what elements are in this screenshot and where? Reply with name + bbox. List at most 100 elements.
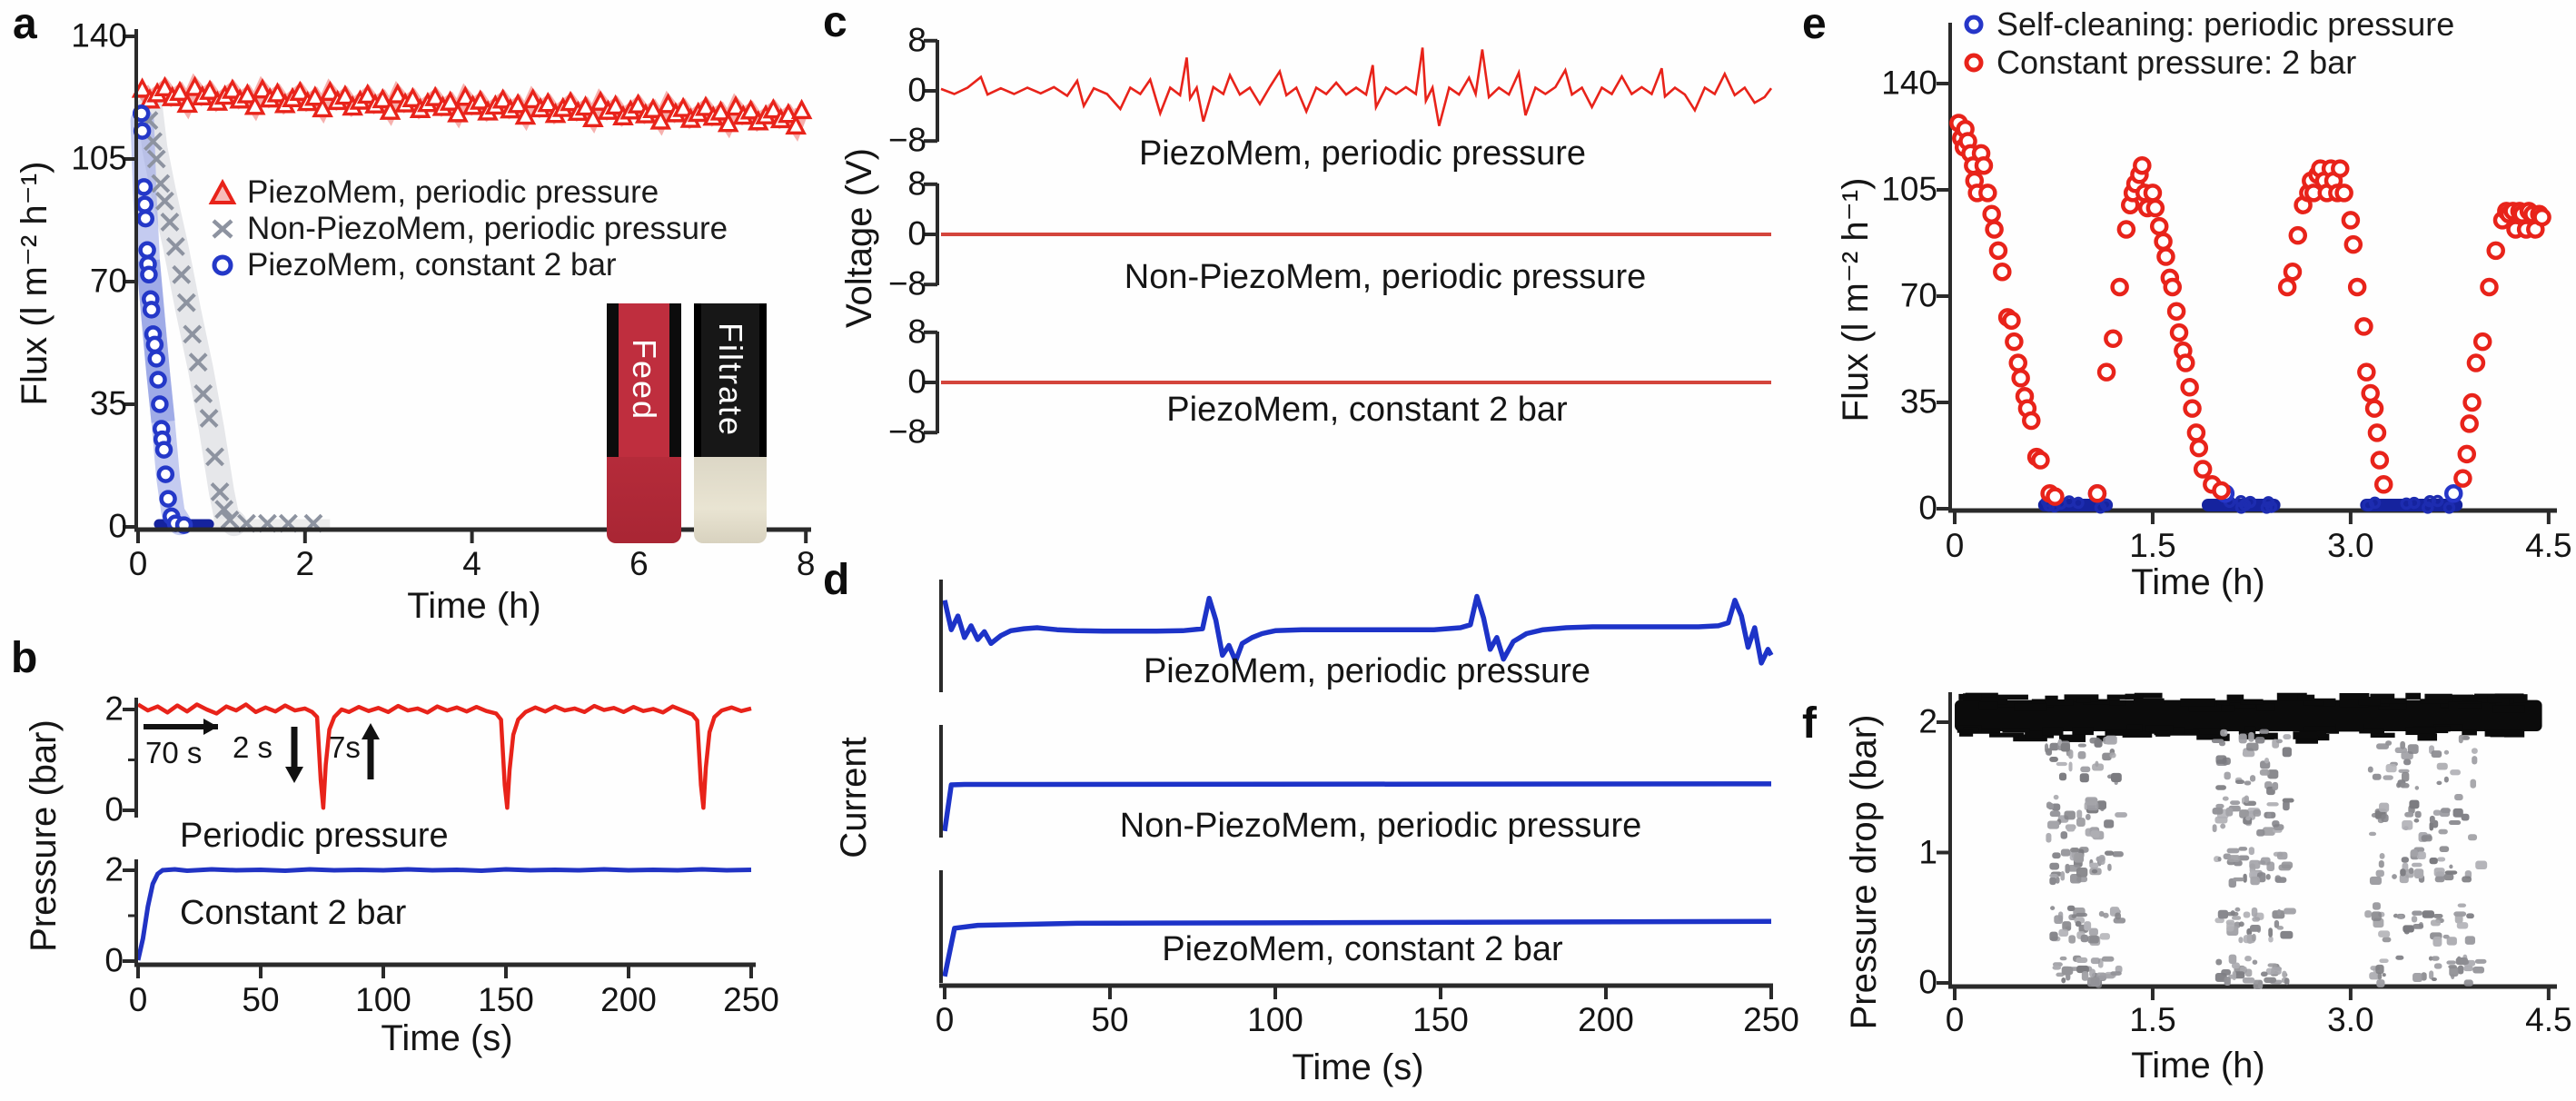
annotation-arrows: [144, 719, 380, 783]
constant-pressure-trace: [135, 867, 752, 961]
circle-marker-icon: [1964, 15, 1984, 35]
annotation-rise-7s: 7s: [329, 730, 361, 764]
filtrate-label: Filtrate: [712, 322, 749, 438]
tick-label: 4: [462, 545, 481, 582]
panel-c-sub-label-1: PiezoMem, periodic pressure: [1138, 134, 1587, 173]
feed-liquid: [607, 456, 681, 543]
tick-label: 150: [1412, 1001, 1469, 1038]
tick-label: 0: [907, 362, 926, 401]
feed-vial: Feed: [607, 303, 681, 543]
tick-label: −8: [887, 412, 926, 451]
tick-label: 70: [89, 262, 127, 300]
tick-label: −8: [887, 121, 926, 159]
current-trace-3: [942, 918, 1772, 977]
panel-a-y-axis-title: Flux (l m⁻² h⁻¹): [15, 161, 54, 406]
panel-letter-a: a: [13, 0, 37, 48]
tick-label: 200: [600, 981, 657, 1018]
panel-f-x-axis-title: Time (h): [2131, 1046, 2265, 1086]
tick-label: 250: [723, 981, 779, 1018]
tick-label: 8: [796, 545, 816, 582]
series-piezomem-constant: [132, 104, 193, 534]
panel-c-sub-label-2: Non-PiezoMem, periodic pressure: [1124, 258, 1647, 296]
tick-label: 0: [128, 545, 148, 582]
panel-c-y-axis-title: Voltage (V): [839, 148, 879, 328]
inset-photo-feed-filtrate: Feed Filtrate: [607, 303, 768, 543]
tick-label: 0: [1918, 963, 1937, 1001]
annotation-period-70s: 70 s: [145, 736, 203, 769]
panel-d-plot: [942, 593, 1774, 977]
panel-d-sub-label-3: PiezoMem, constant 2 bar: [1162, 930, 1563, 968]
panel-letter-d: d: [823, 556, 850, 604]
annotation-fall-2s: 2 s: [233, 730, 273, 764]
speckle-clusters: [2045, 729, 2488, 989]
tick-label: 0: [1918, 489, 1937, 527]
panel-c-plot: [940, 47, 1773, 384]
periodic-pressure-trace: [136, 702, 752, 810]
panel-letter-e: e: [1802, 0, 1827, 48]
panel-b-axes: [123, 698, 756, 978]
panel-c-sub-label-3: PiezoMem, constant 2 bar: [1166, 391, 1568, 429]
tick-label: 0: [108, 507, 127, 545]
tick-label: 250: [1743, 1001, 1799, 1038]
panel-e-legend-item-constant: Constant pressure: 2 bar: [1960, 44, 2356, 82]
tick-label: 4.5: [2525, 1001, 2572, 1038]
tick-label: 2: [1918, 702, 1937, 740]
legend-label: Constant pressure: 2 bar: [1996, 44, 2357, 81]
panel-e-x-axis-title: Time (h): [2131, 562, 2265, 602]
panel-b-y-axis-title: Pressure (bar): [24, 719, 64, 952]
tick-label: 1.5: [2129, 527, 2176, 564]
series-piezomem-periodic: [131, 75, 813, 135]
tick-label: 200: [1578, 1001, 1634, 1038]
panel-letter-f: f: [1802, 699, 1817, 748]
tick-label: 70: [1899, 276, 1937, 314]
filtrate-liquid: [694, 456, 767, 543]
tick-label: −8: [887, 264, 926, 303]
feed-label: Feed: [626, 339, 663, 422]
tick-label: 105: [71, 139, 127, 177]
triangle-marker-icon: [208, 178, 237, 204]
gray-trail: [136, 94, 247, 537]
tick-label: 0: [1945, 527, 1965, 564]
panel-letter-b: b: [11, 634, 38, 682]
panel-f-y-axis-title: Pressure drop (bar): [1844, 714, 1884, 1030]
series-nonpiezomem-periodic: [139, 111, 323, 533]
tick-label: 100: [1247, 1001, 1303, 1038]
tick-label: 50: [1091, 1001, 1129, 1038]
tick-label: 0: [128, 981, 148, 1018]
tick-label: 35: [89, 384, 127, 422]
tick-label: 105: [1881, 170, 1937, 208]
voltage-trace-1: [940, 47, 1773, 126]
panel-d-axes: [939, 580, 1773, 999]
circle-marker-icon: [212, 254, 233, 276]
x-marker-icon: [212, 219, 233, 239]
filtrate-label-band: Filtrate: [694, 303, 767, 457]
circle-marker-icon: [1964, 53, 1984, 73]
pressure-band: [1955, 692, 2542, 744]
tick-label: 0: [935, 1001, 955, 1038]
panel-e-legend-item-self-cleaning: Self-cleaning: periodic pressure: [1960, 5, 2454, 44]
legend-label: PiezoMem, constant 2 bar: [247, 247, 617, 283]
panel-d-sub-label-2: Non-PiezoMem, periodic pressure: [1119, 807, 1642, 845]
tick-label: 2: [104, 689, 124, 728]
tick-label: 0: [907, 71, 926, 109]
tick-label: 0: [1945, 1001, 1965, 1038]
tick-label: 1.5: [2129, 1001, 2176, 1038]
panel-f-axes: [1937, 692, 2557, 1000]
panel-c-axis-3: [924, 330, 939, 435]
panel-c-axis-1: [924, 38, 939, 144]
panel-e-y-axis-title: Flux (l m⁻² h⁻¹): [1836, 177, 1876, 422]
tick-label: 6: [629, 545, 649, 582]
tick-label: 0: [907, 214, 926, 253]
panel-c-axis-2: [924, 182, 939, 287]
panel-a-legend-item-piezomem-periodic: PiezoMem, periodic pressure: [207, 174, 659, 211]
tick-label: 0: [104, 790, 124, 828]
tick-label: 8: [907, 312, 926, 351]
tick-label: 3.0: [2327, 1001, 2374, 1038]
panel-b-trace-label-periodic: Periodic pressure: [180, 817, 449, 855]
legend-label: Non-PiezoMem, periodic pressure: [247, 211, 728, 246]
tick-label: 0: [104, 941, 124, 979]
tick-label: 50: [242, 981, 280, 1018]
feed-label-band: Feed: [607, 303, 681, 457]
legend-label: Self-cleaning: periodic pressure: [1996, 5, 2455, 43]
